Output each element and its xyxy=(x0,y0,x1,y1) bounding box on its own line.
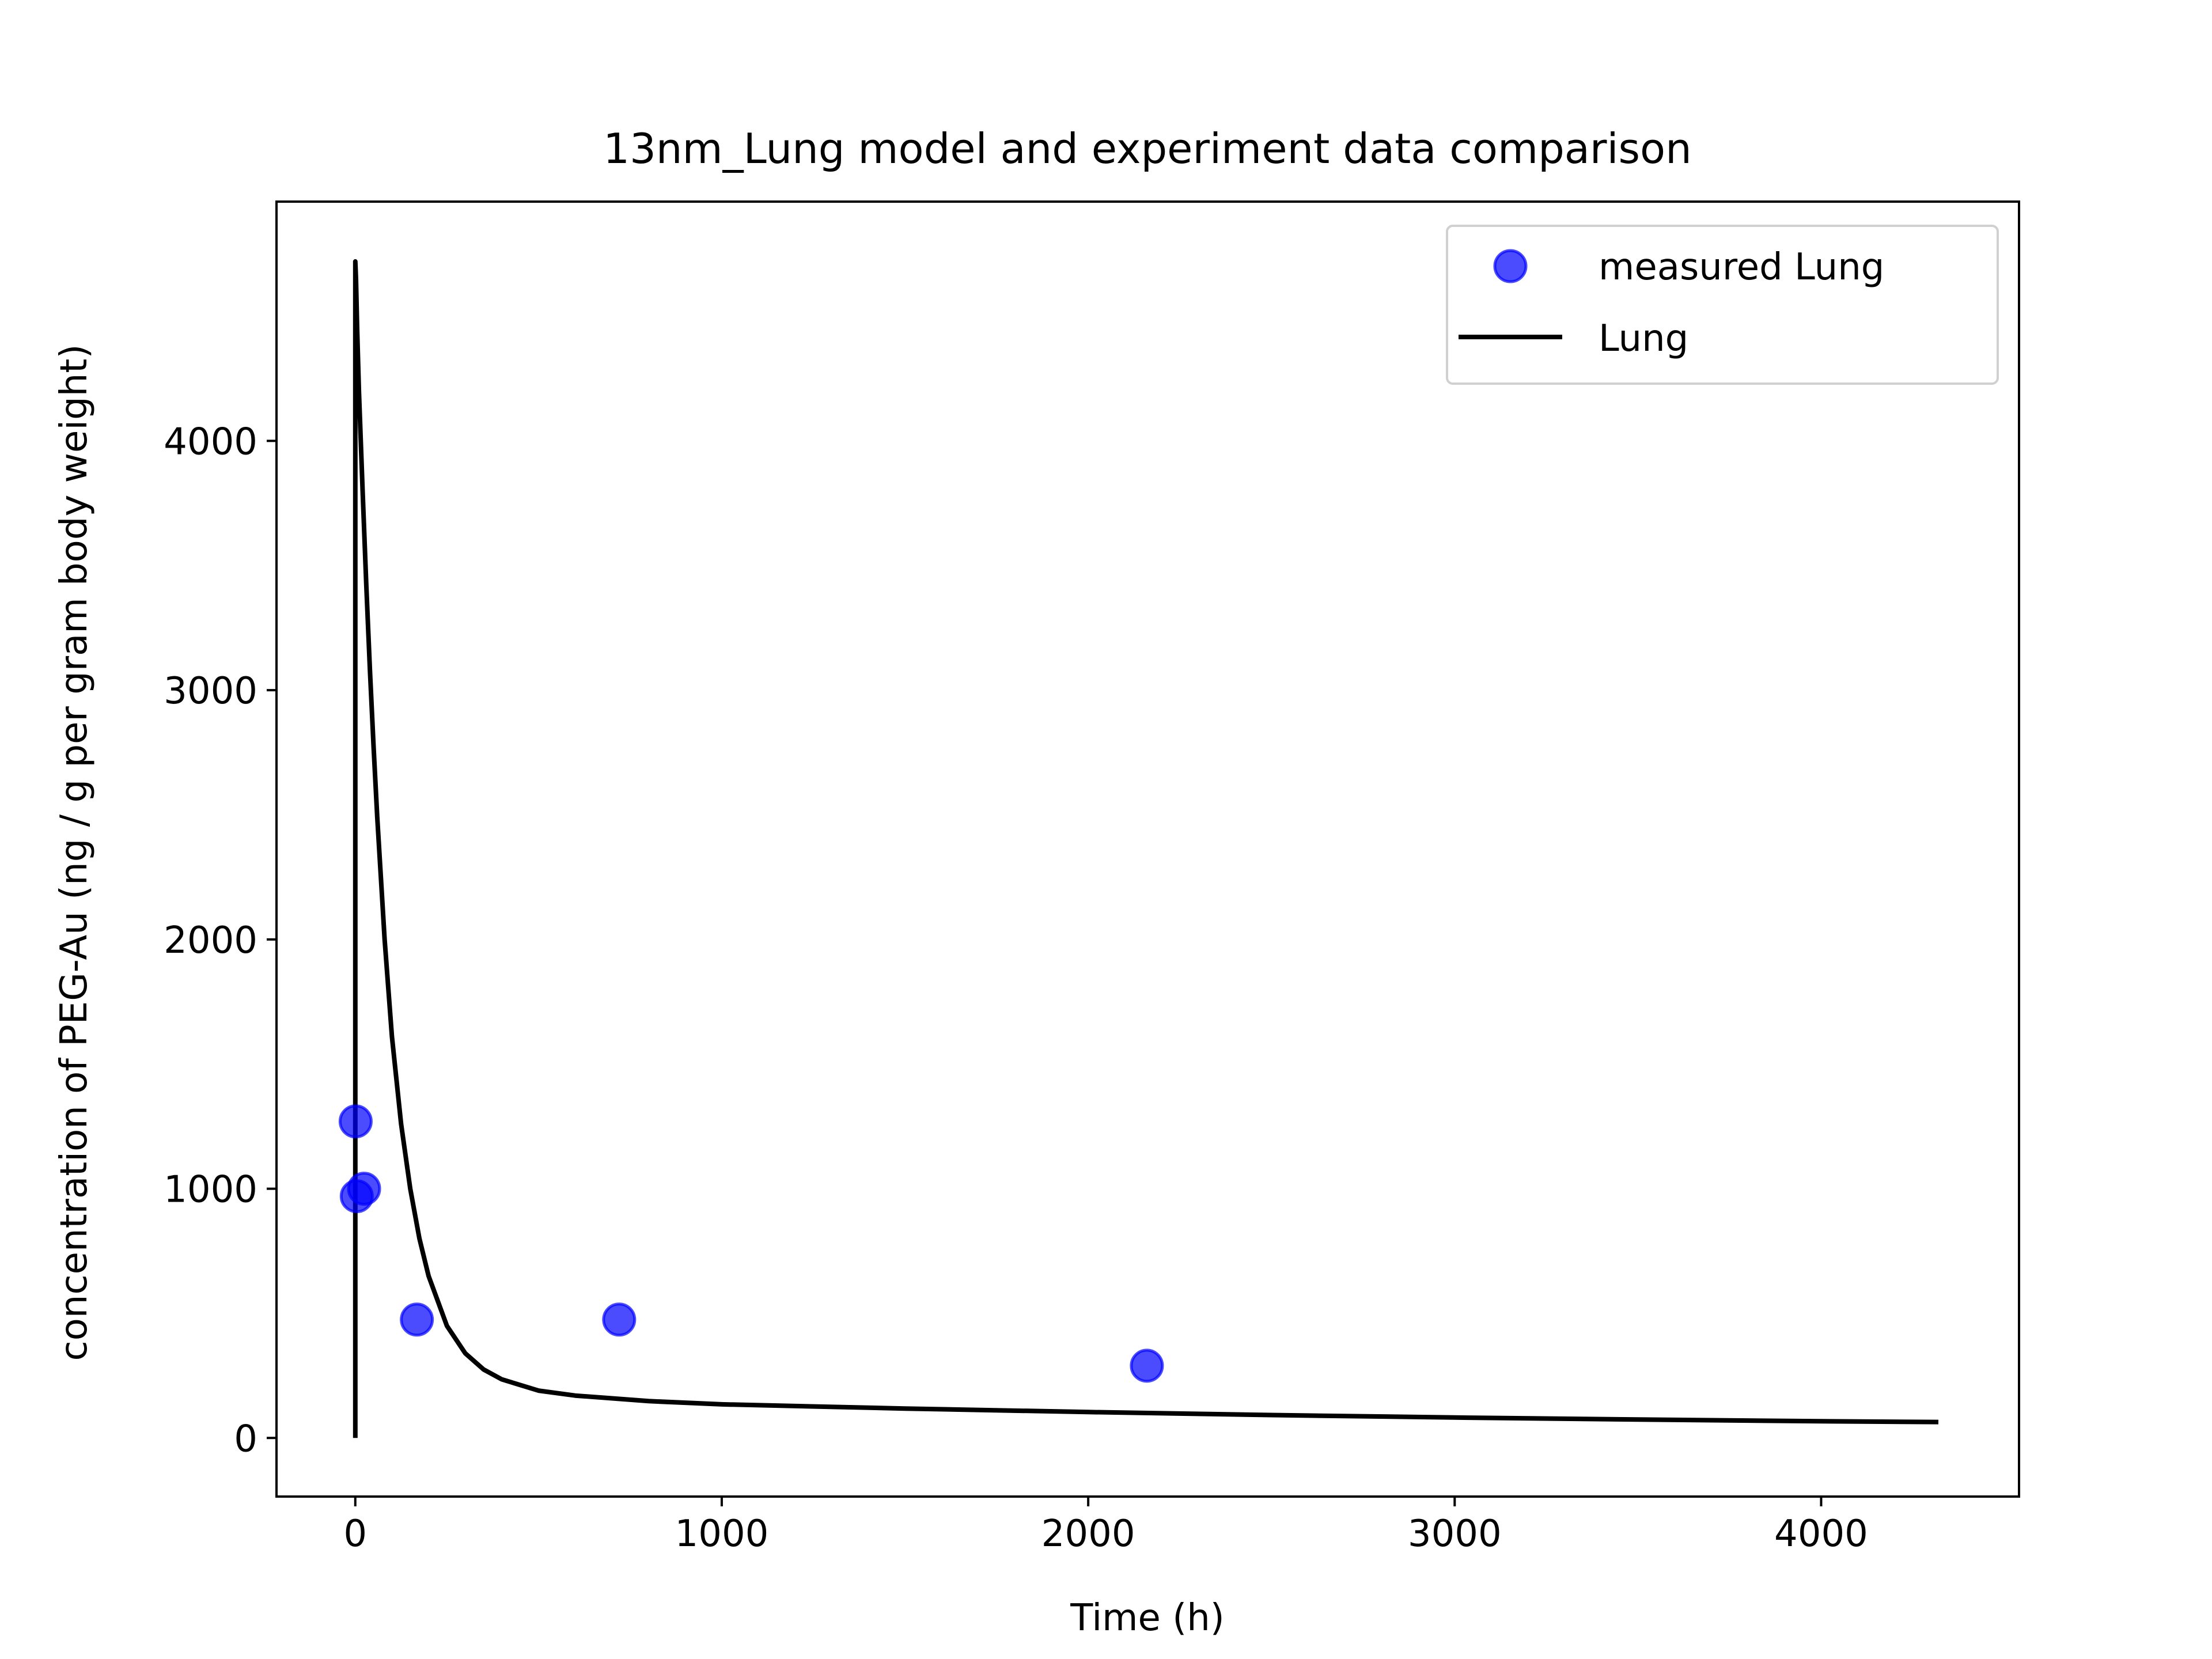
axes-frame xyxy=(275,200,2020,1498)
x-tick-label: 3000 xyxy=(1408,1513,1502,1555)
legend: measured Lung Lung xyxy=(1446,225,1999,385)
legend-label-lung: Lung xyxy=(1599,317,1688,360)
x-tick-label: 0 xyxy=(343,1513,367,1555)
y-tick-label: 3000 xyxy=(164,670,257,713)
chart-title: 13nm_Lung model and experiment data comp… xyxy=(603,124,1691,173)
y-axis-label: concentration of PEG-Au (ng / g per gram… xyxy=(53,344,96,1361)
x-axis-label: Time (h) xyxy=(1070,1597,1224,1639)
series-line-lung xyxy=(353,259,1939,1438)
x-tick-label: 1000 xyxy=(675,1513,769,1555)
y-tick-label: 1000 xyxy=(164,1169,257,1211)
data-point-measured-lung xyxy=(1130,1349,1164,1383)
y-tick-label: 4000 xyxy=(164,421,257,463)
plot-area: 0 1000 2000 3000 4000 0 1000 2000 3000 4000 xyxy=(164,200,2020,1555)
legend-box xyxy=(1446,225,1999,385)
data-point-measured-lung xyxy=(602,1302,637,1337)
legend-label-measured-lung: measured Lung xyxy=(1599,246,1884,289)
data-point-measured-lung xyxy=(338,1104,373,1139)
y-tick-label: 2000 xyxy=(164,919,257,962)
data-point-measured-lung xyxy=(347,1172,381,1206)
y-tick-label: 0 xyxy=(234,1418,257,1460)
x-tick-label: 4000 xyxy=(1774,1513,1868,1555)
legend-marker-measured-lung xyxy=(1493,249,1528,283)
data-point-measured-lung xyxy=(400,1302,434,1337)
x-tick-label: 2000 xyxy=(1041,1513,1135,1555)
